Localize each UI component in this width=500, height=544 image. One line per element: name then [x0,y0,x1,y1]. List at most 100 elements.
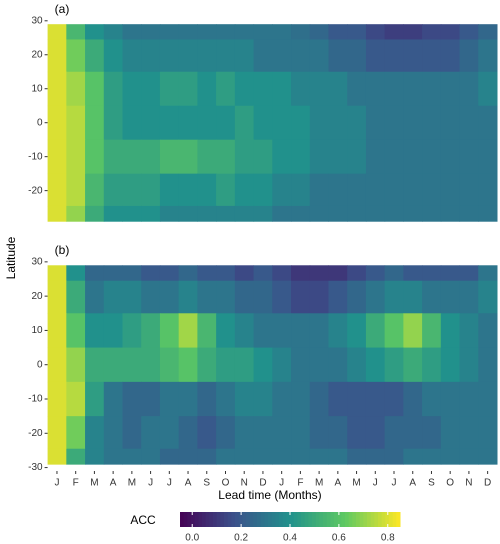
heat-cell [422,39,442,73]
heat-cell [422,24,442,40]
colorbar-swatch [385,512,390,527]
heat-cell [253,105,273,141]
x-tick-label: A [185,478,192,489]
heat-cell [122,448,142,465]
heat-cell [47,205,67,222]
heat-cell [141,381,161,417]
heat-cell [85,39,105,73]
heat-cell [328,381,348,417]
heat-cell [216,173,236,207]
colorbar-swatch [194,512,199,527]
heat-cell [122,416,142,450]
heat-cell [47,39,67,73]
heat-cell [403,24,423,40]
heat-cell [347,313,367,349]
heat-cell [347,24,367,40]
heat-cell [122,265,142,282]
heat-cell [47,416,67,450]
colorbar-swatch [249,512,254,527]
heat-cell [197,205,217,222]
heat-cell [159,280,180,314]
heat-cell [291,280,311,314]
heat-cell [459,24,479,40]
heat-cell [197,416,217,450]
heat-cell [478,139,498,175]
heat-cell [309,381,329,417]
heat-cell [403,71,423,107]
colorbar-swatch [297,512,302,527]
heat-cell [309,448,329,465]
heat-cell [253,265,273,282]
heat-cell [365,381,386,417]
heat-cell [309,265,329,282]
heat-cell [85,313,105,349]
y-tick-label: 10 [31,83,43,94]
heat-cell [234,347,255,383]
x-tick-label: M [315,478,323,489]
heat-cell [478,347,498,383]
heat-cell [66,416,86,450]
colorbar-swatch [304,512,309,527]
heat-cell [178,448,198,465]
heat-cell [384,24,404,40]
heat-cell [403,416,423,450]
x-tick-label: J [167,478,172,489]
heat-cell [347,280,367,314]
heat-cell [291,173,311,207]
heat-cell [66,39,86,73]
heat-cell [141,24,161,40]
heat-cell [309,105,329,141]
heat-cell [103,313,123,349]
heat-cell [234,448,255,465]
heat-cell [178,347,198,383]
colorbar-swatch [286,512,291,527]
colorbar-swatch [381,512,386,527]
heat-cell [384,105,404,141]
colorbar-swatch [224,512,229,527]
x-tick-label: J [279,478,284,489]
heat-cell [178,265,198,282]
colorbar-swatch [323,512,328,527]
heat-cell [85,24,105,40]
heat-cell [178,205,198,222]
panel-label: (a) [55,2,70,16]
x-tick-label: F [73,478,79,489]
heat-cell [291,448,311,465]
colorbar-swatch [205,512,210,527]
heat-cell [328,416,348,450]
x-tick-label: D [484,478,491,489]
y-tick-label: -30 [28,462,43,473]
heat-cell [328,313,348,349]
heat-cell [47,448,67,465]
heat-cell [309,347,329,383]
heat-cell [234,265,255,282]
heat-cell [403,381,423,417]
heat-cell [440,173,461,207]
heat-cell [272,173,292,207]
heat-cell [272,105,292,141]
heat-cell [384,139,404,175]
heat-cell [103,448,123,465]
colorbar-swatch [275,512,280,527]
heat-cell [197,313,217,349]
heat-cell [347,39,367,73]
colorbar-swatch [246,512,251,527]
heat-cell [253,205,273,222]
colorbar-swatch [308,512,313,527]
heat-cell [459,205,479,222]
heat-cell [66,265,86,282]
heat-cell [122,39,142,73]
y-axis-label: Latitude [4,236,18,279]
heat-cell [122,205,142,222]
heat-cell [272,24,292,40]
heat-cell [253,39,273,73]
heat-cell [347,71,367,107]
heat-cell [216,280,236,314]
heat-cell [253,139,273,175]
heat-cell [347,105,367,141]
y-tick-label: 0 [37,359,43,370]
heat-cell [440,105,461,141]
heat-cell [365,24,386,40]
heat-cell [103,71,123,107]
heat-cell [253,24,273,40]
